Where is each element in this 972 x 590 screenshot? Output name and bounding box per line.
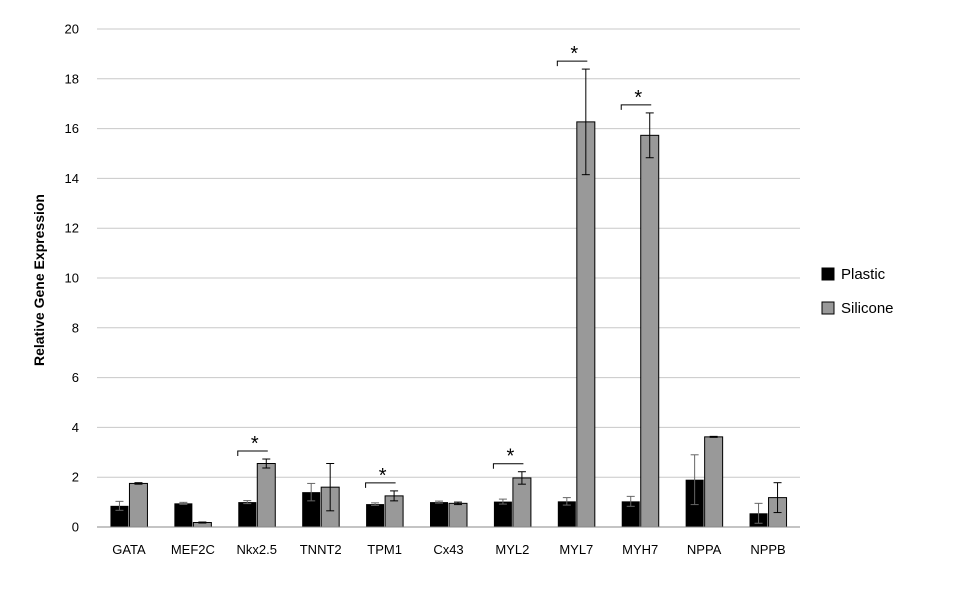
y-tick-label: 6 [72, 370, 79, 385]
bar-plastic-mef2c [174, 503, 193, 527]
significance-bracket-myl2: * [492, 446, 524, 469]
x-tick-label: TPM1 [367, 542, 402, 557]
error-bar-plastic-cx43 [435, 500, 443, 504]
error-bar-silicone-mef2c [198, 521, 207, 524]
x-tick-label: TNNT2 [300, 542, 342, 557]
bar-plastic-tpm1 [366, 504, 385, 527]
x-tick-label: Cx43 [433, 542, 463, 557]
error-bar-plastic-tnnt2 [307, 482, 316, 502]
error-bar-plastic-gata [115, 500, 124, 511]
error-bar-silicone-tnnt2 [326, 463, 335, 512]
error-bar-silicone-myh7 [645, 112, 654, 159]
x-tick-label: MYL7 [559, 542, 593, 557]
bar-plastic-gata [110, 505, 129, 527]
bars [110, 121, 788, 528]
x-tick-label: MEF2C [171, 542, 215, 557]
error-bar-silicone-nppa [709, 435, 718, 438]
x-tick-label: Nkx2.5 [237, 542, 277, 557]
bar-silicone-myl7 [576, 121, 596, 528]
bar-plastic-nkx2.5 [238, 502, 257, 527]
error-bar-silicone-cx43 [454, 501, 462, 506]
significance-bracket-myl7: * [556, 43, 588, 67]
error-bar-plastic-nppb [754, 502, 763, 524]
x-tick-label: NPPB [750, 542, 785, 557]
bar-silicone-gata [128, 482, 148, 528]
error-bar-silicone-myl7 [581, 68, 590, 176]
significance-star: * [379, 465, 387, 487]
error-bar-silicone-gata [134, 482, 143, 485]
legend-label-plastic: Plastic [841, 266, 886, 283]
bar-plastic-myl2 [493, 501, 512, 527]
y-tick-label: 2 [72, 470, 79, 485]
error-bars [115, 68, 782, 524]
bar-silicone-myl2 [512, 477, 532, 528]
error-bar-plastic-myl2 [498, 498, 507, 505]
y-tick-label: 0 [72, 520, 79, 535]
significance-star: * [507, 446, 515, 468]
y-tick-label: 4 [72, 420, 79, 435]
y-tick-labels: 0 2 4 6 8 10 12 14 16 18 20 [65, 22, 79, 535]
y-tick-label: 10 [65, 271, 79, 286]
x-tick-label: GATA [112, 542, 146, 557]
x-tick-label: NPPA [687, 542, 722, 557]
bar-silicone-myh7 [640, 134, 660, 528]
y-tick-label: 12 [65, 221, 79, 236]
significance-star: * [634, 87, 642, 109]
error-bar-plastic-mef2c [179, 501, 188, 505]
bar-plastic-tnnt2 [302, 492, 321, 527]
x-tick-label: MYL2 [495, 542, 529, 557]
error-bar-plastic-nppa [690, 454, 699, 506]
error-bar-plastic-myl7 [562, 497, 571, 506]
bar-silicone-nppa [704, 436, 724, 528]
error-bar-silicone-tpm1 [390, 490, 399, 502]
bar-silicone-nkx2.5 [256, 463, 276, 528]
significance-bracket-nkx2.5: * [237, 433, 268, 457]
legend-label-silicone: Silicone [841, 300, 894, 317]
y-tick-label: 20 [65, 22, 79, 37]
x-tick-label: MYH7 [622, 542, 658, 557]
significance-bracket-tpm1: * [365, 465, 396, 488]
y-tick-label: 8 [72, 320, 79, 335]
error-bar-plastic-nkx2.5 [243, 500, 252, 505]
x-tick-labels: GATA MEF2C Nkx2.5 TNNT2 TPM1 Cx43 MYL2 MYL7 MYH7… [112, 542, 786, 557]
error-bar-plastic-myh7 [626, 495, 635, 507]
significance-bracket-myh7: * [620, 87, 652, 110]
legend-swatch-silicone [821, 301, 835, 315]
bar-silicone-cx43 [448, 502, 468, 528]
significance-annotations: * * * * * [237, 43, 652, 488]
y-tick-label: 18 [65, 71, 79, 86]
gridlines [97, 28, 800, 478]
legend: Plastic Silicone [821, 266, 894, 317]
bar-plastic-cx43 [430, 502, 448, 527]
legend-swatch-plastic [821, 267, 835, 281]
y-tick-label: 16 [65, 121, 79, 136]
error-bar-silicone-nppb [773, 482, 782, 514]
bar-plastic-myl7 [557, 501, 576, 527]
bar-plastic-myh7 [621, 501, 640, 527]
error-bar-silicone-myl2 [517, 471, 526, 485]
y-tick-label: 14 [65, 171, 79, 186]
error-bar-silicone-nkx2.5 [262, 458, 271, 469]
significance-star: * [570, 43, 578, 65]
error-bar-plastic-tpm1 [371, 502, 380, 506]
significance-star: * [251, 433, 259, 455]
y-axis-title: Relative Gene Expression [31, 194, 47, 366]
